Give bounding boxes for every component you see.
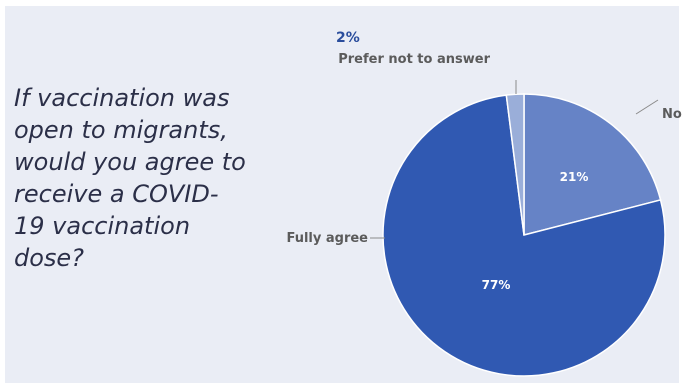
value-label-fully-agree: 77% <box>482 278 511 292</box>
category-label-no: No <box>662 107 682 122</box>
pie-slice-fully-agree <box>382 94 666 377</box>
value-label-no: 21% <box>560 170 589 184</box>
category-label-fully-agree: Fully agree <box>286 231 368 246</box>
question-text: If vaccination was open to migrants, wou… <box>14 84 246 272</box>
value-label-prefer-not-to-answer: 2% <box>336 30 360 46</box>
pie-slice-no <box>523 93 662 236</box>
pie-slice-prefer-not-to-answer <box>505 93 525 236</box>
category-label-prefer-not-to-answer: Prefer not to answer <box>338 52 490 67</box>
leader-line-no <box>635 99 659 115</box>
